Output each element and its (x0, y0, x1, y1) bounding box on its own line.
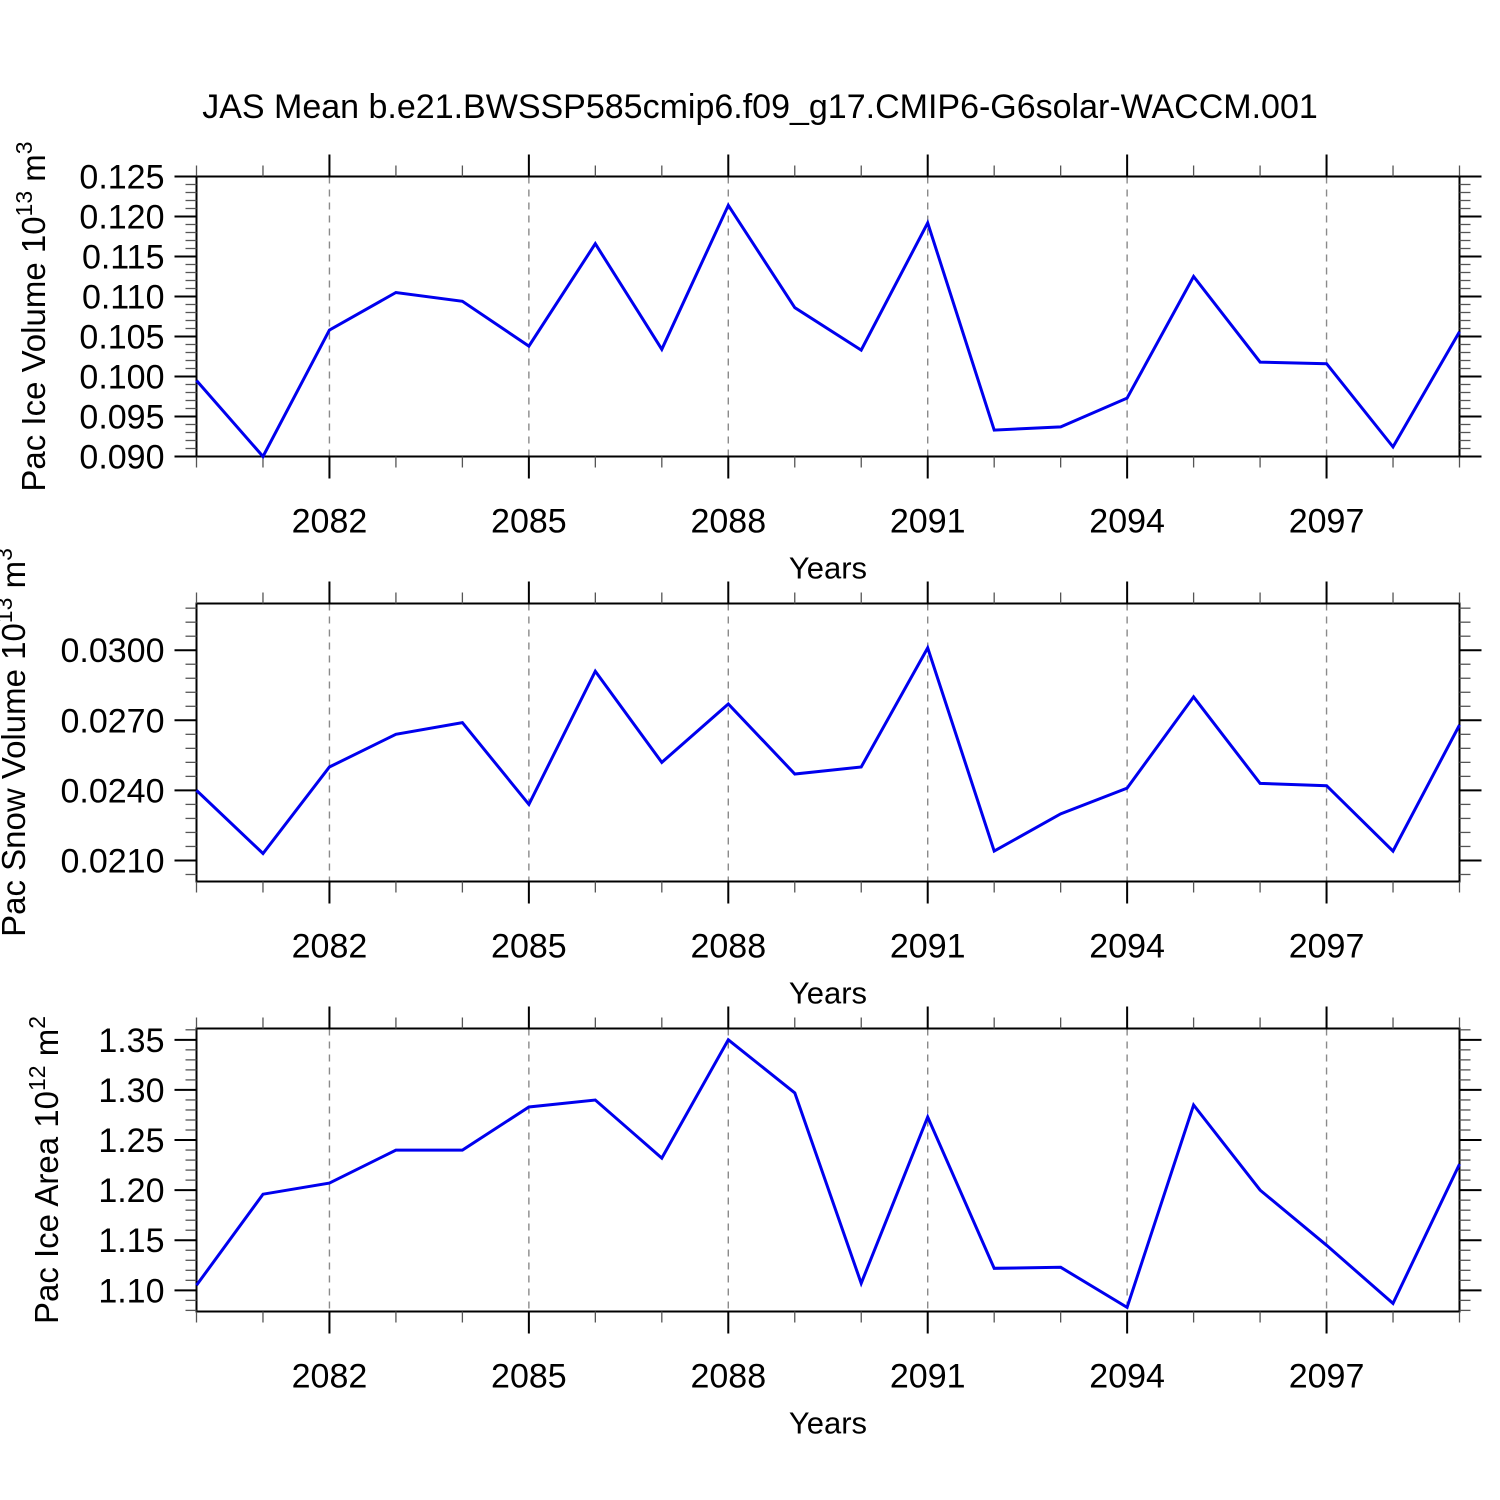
x-tick-label-2091: 2091 (890, 503, 966, 541)
plot-box (195, 602, 1461, 883)
x-tick-label-2082: 2082 (292, 928, 368, 966)
x-tick-label-2097: 2097 (1289, 503, 1365, 541)
y-tick-label-0.0300: 0.0300 (61, 632, 165, 670)
y-tick-label-1.35: 1.35 (98, 1022, 164, 1060)
y-tick-label-0.0240: 0.0240 (61, 772, 165, 810)
x-tick-label-2088: 2088 (690, 928, 766, 966)
x-tick-label-2094: 2094 (1089, 928, 1165, 966)
y-tick-label-1.20: 1.20 (98, 1172, 164, 1210)
x-axis-label: Years (789, 976, 867, 1011)
y-tick-label-0.0270: 0.0270 (61, 702, 165, 740)
data-series-line (195, 202, 1461, 460)
x-tick-label-2097: 2097 (1289, 1358, 1365, 1396)
y-axis-label: Pac Snow Volume 1013 m3 (0, 548, 32, 937)
data-series-line (195, 644, 1461, 856)
y-tick-label-0.0210: 0.0210 (61, 842, 165, 880)
x-axis-label: Years (789, 1406, 867, 1441)
y-axis-label: Pac Ice Area 1012 m2 (24, 1016, 65, 1324)
plot-box (195, 175, 1461, 458)
y-tick-label-0.090: 0.090 (79, 439, 164, 477)
y-tick-label-1.10: 1.10 (98, 1272, 164, 1310)
x-tick-label-2085: 2085 (491, 928, 567, 966)
x-axis-label: Years (789, 551, 867, 586)
y-axis-label: Pac Ice Volume 1013 m3 (11, 141, 52, 491)
x-tick-label-2082: 2082 (292, 503, 368, 541)
x-tick-label-2088: 2088 (690, 1358, 766, 1396)
data-series-line (195, 1037, 1461, 1310)
x-tick-label-2094: 2094 (1089, 503, 1165, 541)
y-tick-label-0.125: 0.125 (79, 159, 164, 197)
y-tick-label-1.15: 1.15 (98, 1222, 164, 1260)
x-tick-label-2082: 2082 (292, 1358, 368, 1396)
y-tick-label-0.110: 0.110 (82, 279, 165, 317)
plot-pac-ice-volume: 2082 2085 2088 2091 2094 2097Years0.1250.1200… (11, 141, 1482, 586)
y-tick-label-0.115: 0.115 (82, 239, 165, 277)
y-tick-label-1.30: 1.30 (98, 1072, 164, 1110)
x-tick-label-2085: 2085 (491, 503, 567, 541)
y-tick-label-1.25: 1.25 (98, 1122, 164, 1160)
y-tick-label-0.120: 0.120 (79, 199, 164, 237)
x-tick-label-2091: 2091 (890, 928, 966, 966)
x-tick-label-2085: 2085 (491, 1358, 567, 1396)
y-tick-label-0.100: 0.100 (79, 359, 164, 397)
x-tick-label-2091: 2091 (890, 1358, 966, 1396)
x-tick-label-2097: 2097 (1289, 928, 1365, 966)
chart-title: JAS Mean b.e21.BWSSP585cmip6.f09_g17.CMI… (202, 88, 1318, 126)
plot-pac-snow-volume: 2082 2085 2088 2091 2094 2097 Years 0.0300 0.027… (0, 548, 1482, 1011)
x-tick-label-2088: 2088 (690, 503, 766, 541)
y-tick-label-0.105: 0.105 (79, 319, 164, 357)
plot-pac-ice-area: 2082 2085 2088 2091 2094 2097 Years 1.35 1.30 1.2… (24, 1006, 1482, 1441)
y-tick-label-0.095: 0.095 (79, 399, 164, 437)
plot-box (195, 1027, 1461, 1313)
x-tick-label-2094: 2094 (1089, 1358, 1165, 1396)
